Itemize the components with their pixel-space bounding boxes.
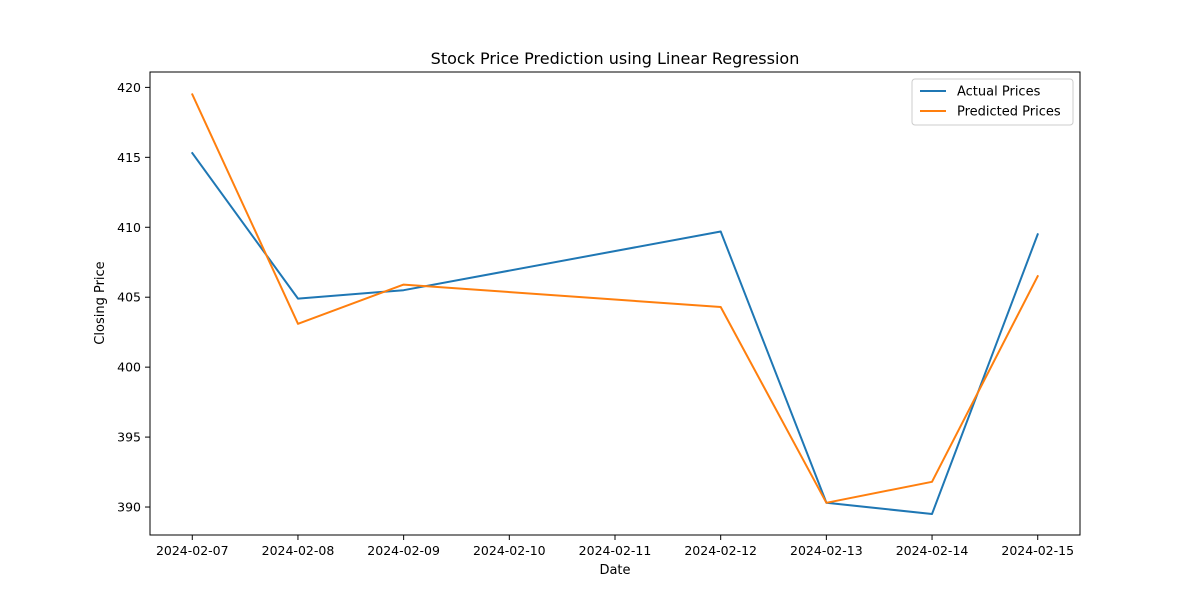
x-tick-label: 2024-02-15 bbox=[1001, 543, 1074, 558]
plot-frame bbox=[149, 71, 1081, 536]
y-axis-ticks: 390 395 400 405 410 415 420 bbox=[117, 80, 150, 515]
series-line-actual bbox=[190, 151, 1039, 515]
y-tick-label: 400 bbox=[117, 360, 141, 375]
x-tick-label: 2024-02-14 bbox=[896, 543, 969, 558]
x-tick-label: 2024-02-09 bbox=[367, 543, 440, 558]
x-tick-label: 2024-02-13 bbox=[790, 543, 863, 558]
x-axis-ticks: 2024-02-07 2024-02-08 2024-02-09 2024-02-10… bbox=[156, 535, 1074, 558]
x-axis-label: Date bbox=[599, 563, 630, 578]
x-tick-label: 2024-02-07 bbox=[156, 543, 229, 558]
x-tick-label: 2024-02-12 bbox=[684, 543, 757, 558]
legend: Actual Prices Predicted Prices bbox=[911, 78, 1074, 126]
x-tick-label: 2024-02-08 bbox=[262, 543, 335, 558]
y-tick-label: 420 bbox=[117, 80, 141, 95]
legend-box bbox=[911, 78, 1074, 126]
y-tick-label: 410 bbox=[117, 220, 141, 235]
plot-lines bbox=[190, 93, 1040, 515]
y-tick-label: 405 bbox=[117, 290, 141, 305]
y-tick-label: 395 bbox=[117, 430, 141, 445]
legend-label-predicted: Predicted Prices bbox=[957, 105, 1061, 120]
y-axis-label: Closing Price bbox=[93, 261, 108, 344]
x-tick-label: 2024-02-11 bbox=[579, 543, 652, 558]
chart-title: Stock Price Prediction using Linear Regr… bbox=[431, 49, 800, 68]
y-tick-label: 390 bbox=[117, 500, 141, 515]
legend-label-actual: Actual Prices bbox=[957, 85, 1041, 100]
y-tick-label: 415 bbox=[117, 150, 141, 165]
x-tick-label: 2024-02-10 bbox=[473, 543, 546, 558]
series-line-predicted bbox=[190, 93, 1040, 504]
